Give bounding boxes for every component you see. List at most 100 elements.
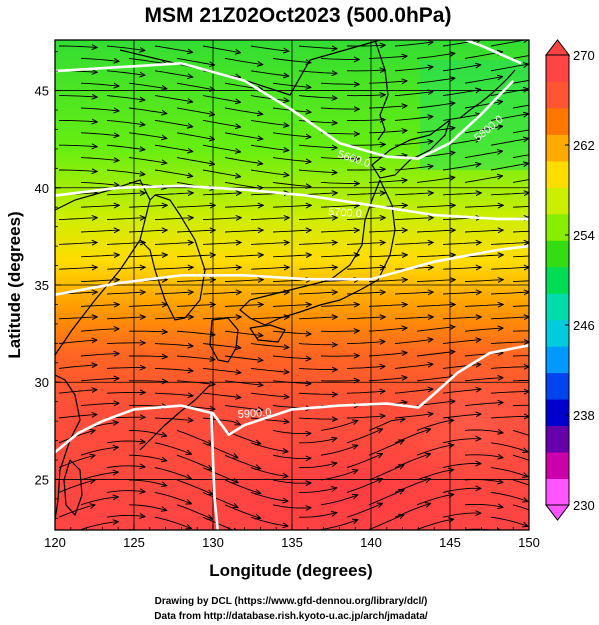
colorbar-swatch <box>546 160 569 188</box>
height-contours <box>55 40 529 530</box>
wind-streamline <box>512 429 529 436</box>
wind-streamline <box>272 132 311 137</box>
wind-streamline <box>346 416 385 418</box>
wind-streamline <box>106 193 145 195</box>
wind-streamline <box>368 255 407 257</box>
wind-streamline <box>464 455 503 458</box>
wind-streamline <box>224 107 262 114</box>
wind-streamline <box>202 392 241 397</box>
wind-streamline <box>464 205 503 207</box>
wind-streamline <box>129 331 167 332</box>
wind-streamline <box>250 144 288 150</box>
wind-streamline <box>464 255 503 257</box>
wind-streamline <box>176 132 214 140</box>
wind-streamline <box>202 193 241 195</box>
wind-streamline <box>464 305 503 307</box>
wind-streamline <box>416 230 455 232</box>
height-contour-line <box>210 413 219 530</box>
wind-streamline <box>272 305 311 307</box>
wind-streamline <box>202 119 240 127</box>
wind-streamline <box>368 515 404 530</box>
wind-streamline <box>272 157 311 162</box>
wind-streamline <box>298 393 337 394</box>
wind-streamline <box>490 392 529 394</box>
wind-streamline <box>320 158 359 159</box>
wind-streamline <box>490 442 528 452</box>
wind-streamline <box>80 158 119 161</box>
wind-streamline <box>512 454 529 461</box>
x-axis-label: Longitude (degrees) <box>209 561 372 580</box>
x-tick-label: 120 <box>44 535 66 550</box>
wind-streamline <box>416 494 453 506</box>
wind-streamline <box>464 430 503 433</box>
x-tick-label: 150 <box>518 535 540 550</box>
wind-streamline <box>346 429 382 444</box>
wind-streamline <box>58 267 97 269</box>
y-tick-label: 30 <box>35 375 49 390</box>
wind-streamline <box>80 305 119 307</box>
wind-streamline <box>298 120 337 123</box>
credit-data: Data from http://database.rish.kyoto-u.a… <box>154 611 428 622</box>
wind-streamline <box>416 205 455 207</box>
wind-streamline <box>58 505 95 518</box>
wind-streamline <box>176 355 215 360</box>
wind-streamline <box>272 454 311 458</box>
wind-streamline <box>202 95 240 103</box>
wind-streamline <box>368 440 404 456</box>
wind-streamline <box>416 519 453 530</box>
wind-streamline <box>80 230 119 232</box>
wind-streamline <box>59 96 97 98</box>
wind-streamline <box>442 40 480 47</box>
wind-streamline <box>298 317 337 319</box>
height-contour-line <box>55 344 529 454</box>
wind-streamline <box>129 356 167 357</box>
wind-streamline <box>368 378 407 382</box>
wind-streamline <box>346 193 385 195</box>
y-tick-label: 45 <box>35 84 49 99</box>
colorbar-ticks: 270 262 254 246 238 230 <box>565 48 595 513</box>
wind-streamline <box>442 292 481 294</box>
wind-streamline <box>58 480 95 493</box>
wind-streamline <box>490 139 528 146</box>
wind-streamline <box>442 513 481 518</box>
wind-streamline <box>512 305 529 307</box>
wind-streamline <box>512 179 529 183</box>
wind-streamline <box>442 267 481 269</box>
wind-streamline <box>416 280 455 282</box>
wind-streamline <box>442 193 481 195</box>
wind-streamline <box>224 479 260 493</box>
colorbar-swatch <box>546 55 569 82</box>
wind-streamline <box>464 77 502 84</box>
wind-streamline <box>320 255 359 257</box>
wind-streamline <box>250 95 288 101</box>
wind-streamline <box>320 520 357 530</box>
wind-streamline <box>416 420 453 431</box>
wind-streamline <box>154 317 193 319</box>
wind-streamline <box>202 169 240 177</box>
wind-streamline <box>490 292 529 294</box>
wind-streamline <box>176 330 215 335</box>
wind-streamline <box>442 488 481 493</box>
wind-streamline <box>368 465 404 481</box>
wind-streamline <box>250 267 289 269</box>
wind-streamline <box>442 364 481 369</box>
wind-streamline <box>106 317 145 319</box>
wind-streamline <box>154 193 193 195</box>
wind-streamline <box>490 64 528 72</box>
wind-streamline <box>154 393 193 396</box>
wind-streamline <box>490 416 529 418</box>
wind-streamline <box>250 467 288 477</box>
wind-streamline <box>128 305 167 307</box>
wind-streamline <box>154 267 193 269</box>
colorbar-swatch <box>546 187 569 215</box>
wind-streamline <box>250 516 288 526</box>
wind-streamline <box>320 445 357 456</box>
colorbar-tick-label: 270 <box>573 48 595 63</box>
wind-streamline <box>464 328 503 332</box>
colorbar-swatch <box>546 372 569 400</box>
colorbar-swatch <box>546 452 569 480</box>
wind-streamline <box>320 230 359 232</box>
wind-streamline <box>464 126 502 134</box>
wind-streamline <box>368 353 407 357</box>
wind-streamline <box>299 438 336 444</box>
